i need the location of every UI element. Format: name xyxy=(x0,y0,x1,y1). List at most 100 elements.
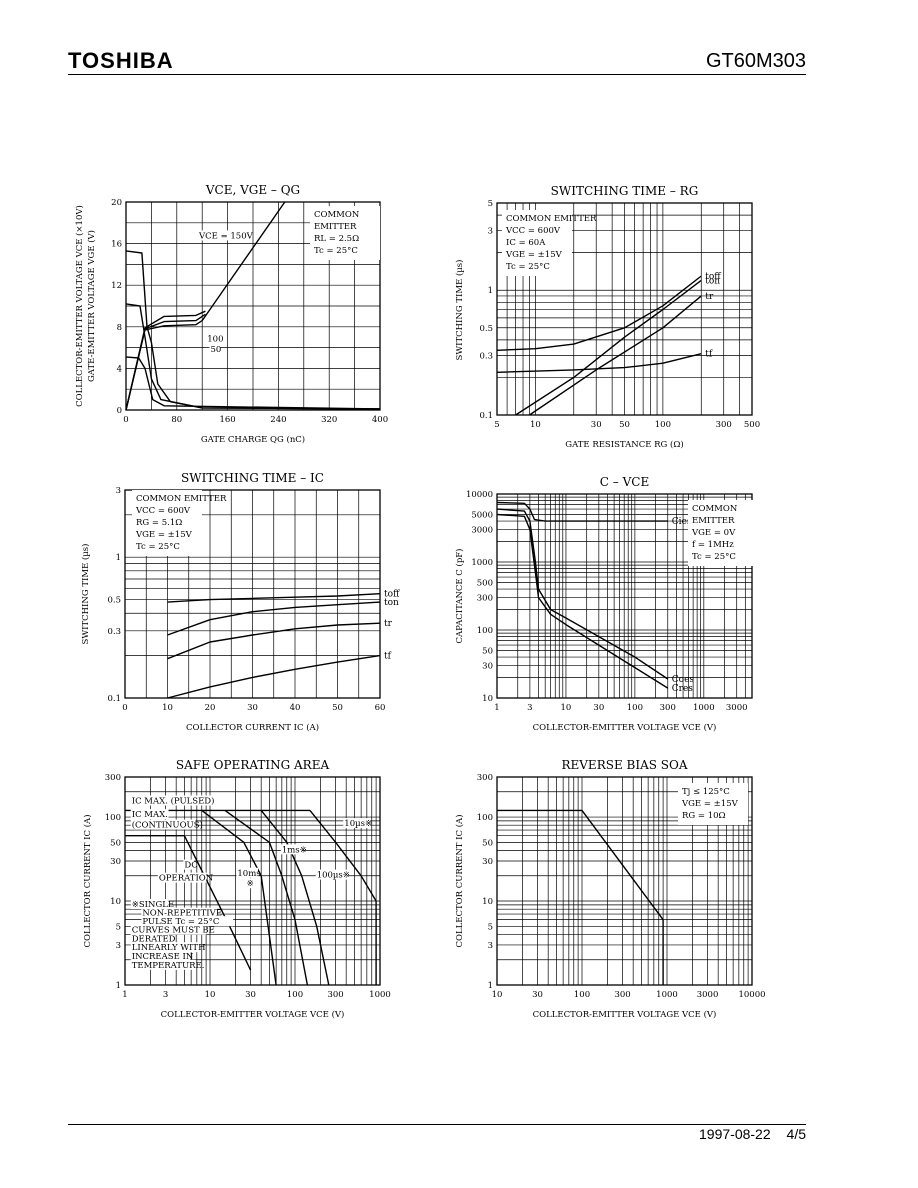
annotation-background xyxy=(130,924,207,935)
plot-frame xyxy=(496,776,753,986)
series-line xyxy=(496,508,669,680)
x-tick-label: 100 xyxy=(655,420,671,430)
y-tick-label: 0.5 xyxy=(107,596,121,606)
annotation-background xyxy=(209,343,221,354)
y-tick-label: 16 xyxy=(111,240,122,250)
legend-entry: VGE = ±15V xyxy=(681,799,739,809)
series-label: Cres xyxy=(672,684,694,694)
series-label: tr xyxy=(384,619,393,629)
series-label: toff xyxy=(705,272,721,282)
legend-entry: VGE = 0V xyxy=(691,528,736,538)
annotation-background xyxy=(343,818,371,829)
annotation-background xyxy=(130,933,169,944)
series-label: Cies xyxy=(672,517,692,527)
x-tick-label: 30 xyxy=(532,990,543,1000)
annotation: 10ms xyxy=(237,869,260,879)
series-line xyxy=(125,310,206,411)
y-axis-label: COLLECTOR-EMITTER VOLTAGE VCE (×10V) xyxy=(74,205,85,407)
y-tick-label: 20 xyxy=(111,198,122,208)
x-tick-label: 300 xyxy=(614,990,630,1000)
x-tick-label: 160 xyxy=(219,415,235,425)
chart-vce-vge-qg: VCE, VGE – QG 0 80 160 240 320 400 0 4 8 12 16 20 GAT… xyxy=(74,183,388,445)
annotation: LINEARLY WITH xyxy=(132,943,206,953)
annotation: 50 xyxy=(210,345,221,355)
annotation: INCREASE IN xyxy=(132,952,194,962)
chart-safe-operating-area: SAFE OPERATING AREA 1 3 10 30 100 300 1000 1 3 5 10… xyxy=(82,758,391,1020)
y-axis-label: SWITCHING TIME (µs) xyxy=(454,260,465,361)
annotation-background xyxy=(130,950,191,961)
legend-entry: EMITTER xyxy=(314,222,357,232)
grid xyxy=(496,776,753,986)
series-line xyxy=(515,279,702,416)
y-axis-label: CAPACITANCE C (pF) xyxy=(454,549,465,644)
y-tick-label: 10 xyxy=(482,694,493,704)
header-rule xyxy=(68,74,806,75)
x-tick-label: 240 xyxy=(270,415,286,425)
x-tick-label: 40 xyxy=(290,703,301,713)
series-line xyxy=(167,654,381,699)
legend-entry: VCC = 600V xyxy=(505,226,561,236)
x-tick-label: 300 xyxy=(716,420,732,430)
annotation: IC MAX. (PULSED) xyxy=(132,796,215,807)
plot-frame xyxy=(496,493,753,699)
x-tick-label: 20 xyxy=(205,703,216,713)
footer-date: 1997-08-22 xyxy=(699,1126,771,1142)
y-tick-label: 300 xyxy=(477,773,493,783)
series-line xyxy=(496,513,669,689)
legend-entry: VGE = ±15V xyxy=(135,530,193,540)
annotation-background xyxy=(245,878,252,889)
y-tick-label: 0.5 xyxy=(479,324,493,334)
y-axis-label: SWITCHING TIME (µs) xyxy=(80,544,91,645)
series-line xyxy=(125,303,381,410)
legend-entry: RG = 10Ω xyxy=(682,811,726,821)
legend-entry: COMMON EMITTER xyxy=(136,494,227,504)
y-tick-label: 0.3 xyxy=(107,627,121,637)
legend: COMMON EMITTER RL = 2.5Ω Tc = 25°C xyxy=(310,206,380,260)
y-tick-label: 30 xyxy=(110,857,121,867)
y-tick-label: 3000 xyxy=(471,526,493,536)
chart-capacitance-vce: C – VCE 1 3 10 30 100 300 1000 3000 10 30 50 100 300 5… xyxy=(454,475,758,733)
y-tick-label: 12 xyxy=(111,281,122,291)
y-tick-label: 300 xyxy=(105,773,121,783)
chart-title: C – VCE xyxy=(600,475,649,489)
legend-entry: Tc = 25°C xyxy=(314,246,358,256)
annotation: OPERATION xyxy=(159,874,214,884)
plot-frame xyxy=(125,201,381,411)
y-tick-label: 50 xyxy=(110,838,121,848)
x-tick-label: 1 xyxy=(122,990,127,1000)
series-label: toff xyxy=(384,590,400,600)
x-tick-label: 50 xyxy=(619,420,630,430)
x-tick-label: 60 xyxy=(375,703,386,713)
series-label: tf xyxy=(705,350,713,360)
x-tick-label: 1000 xyxy=(656,990,678,1000)
x-tick-label: 10 xyxy=(162,703,173,713)
part-number: GT60M303 xyxy=(705,50,806,72)
y-tick-label: 10 xyxy=(110,897,121,907)
annotation: ※SINGLE xyxy=(132,900,174,910)
annotation: IC MAX. xyxy=(132,810,168,820)
x-tick-label: 1000 xyxy=(693,703,715,713)
y-tick-label: 30 xyxy=(482,662,493,672)
legend-entry: COMMON xyxy=(692,504,738,514)
x-axis-label: COLLECTOR-EMITTER VOLTAGE VCE (V) xyxy=(533,1009,717,1020)
y-tick-label: 1 xyxy=(488,286,493,296)
x-tick-label: 50 xyxy=(332,703,343,713)
series-line xyxy=(167,622,381,660)
legend-entry: VCC = 600V xyxy=(135,506,191,516)
x-tick-label: 1000 xyxy=(369,990,391,1000)
legend: COMMON EMITTER VCC = 600V RG = 5.1Ω VGE = ±… xyxy=(132,490,227,556)
x-tick-label: 10 xyxy=(530,420,541,430)
legend: COMMON EMITTER VGE = 0V f = 1MHz Tc = 25°C xyxy=(688,500,758,566)
x-tick-label: 0 xyxy=(123,415,128,425)
legend-entry: EMITTER xyxy=(692,516,735,526)
series-label: ton xyxy=(384,598,399,608)
chart-title: VCE, VGE – QG xyxy=(205,183,300,197)
annotation-background xyxy=(130,959,196,970)
series-label: tr xyxy=(705,292,714,302)
annotation: TEMPERATURE. xyxy=(132,961,205,971)
legend-entry: Tc = 25°C xyxy=(506,262,550,272)
x-tick-label: 320 xyxy=(321,415,337,425)
chart-switching-time-rg: SWITCHING TIME – RG 5 10 30 50 100 300 500 0.1 0.… xyxy=(454,184,760,450)
x-tick-label: 300 xyxy=(660,703,676,713)
series-line xyxy=(496,353,702,373)
